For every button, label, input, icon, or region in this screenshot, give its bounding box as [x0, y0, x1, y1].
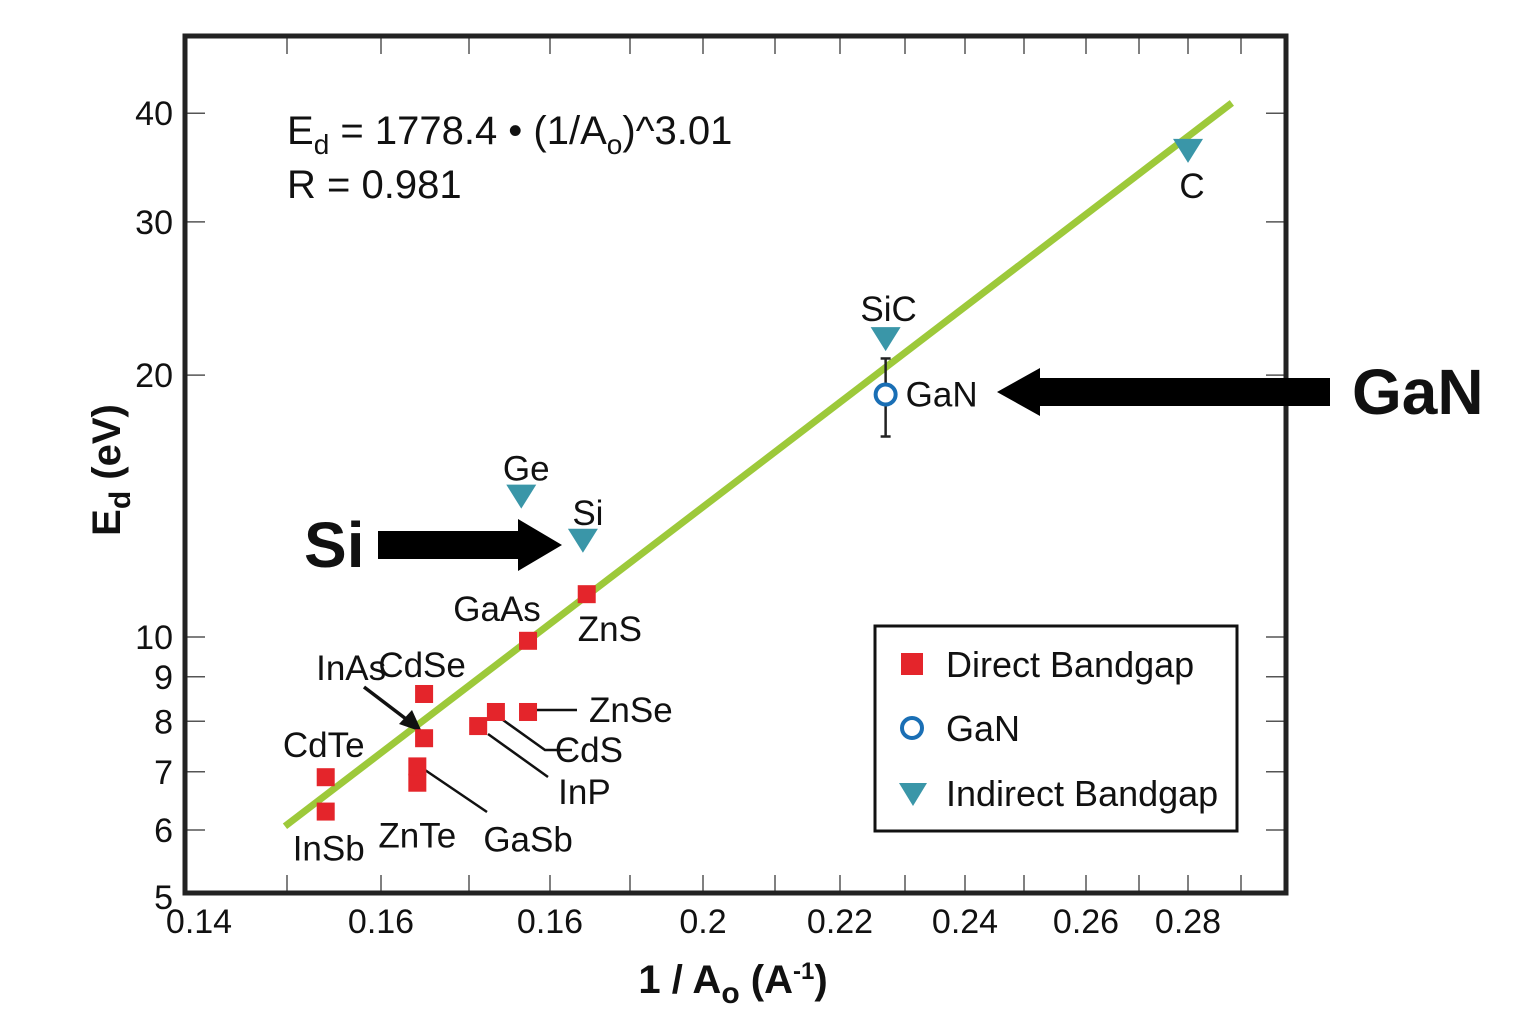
si-callout-label: Si [304, 509, 364, 581]
x-tick-label: 0.28 [1155, 903, 1221, 941]
square-marker [469, 717, 488, 736]
x-tick-label: 0.24 [932, 903, 998, 941]
fit-line-group [282, 100, 1234, 830]
leader-line [424, 768, 488, 814]
x-tick-label: 0.2 [679, 903, 726, 941]
point-cdte: CdTe [283, 726, 365, 787]
point-cdse: CdSe [378, 646, 466, 703]
gan-callout-arrow [997, 368, 1330, 416]
point-inas: InAs [316, 649, 434, 748]
point-znte: ZnTe [378, 773, 456, 856]
point-label: CdSe [378, 646, 466, 685]
y-tick-label: 8 [154, 703, 173, 741]
legend-triangle-marker [899, 783, 927, 806]
triangle-marker [870, 327, 901, 352]
y-tick-label: 10 [135, 619, 173, 657]
y-tick-labels: 40 30 20 109 8 7 6 5 [135, 95, 173, 917]
y-tick-label: 20 [135, 357, 173, 395]
inas-arrow-line [362, 685, 412, 724]
square-marker [408, 773, 427, 792]
x-tick-label: 0.14 [166, 903, 232, 941]
si-callout-arrow [378, 519, 562, 571]
square-marker [519, 702, 538, 721]
point-label: C [1179, 167, 1204, 206]
square-marker [577, 585, 596, 604]
square-marker [415, 729, 434, 748]
plot-frame [182, 33, 1289, 896]
point-label: InP [558, 773, 611, 812]
square-marker [486, 702, 505, 721]
x-tick-label: 0.16 [348, 903, 414, 941]
legend-circle-marker [900, 716, 924, 740]
axis-ticks [185, 36, 1286, 893]
legend-box [873, 624, 1239, 833]
point-label: GaSb [483, 820, 572, 859]
point-label: SiC [860, 290, 916, 329]
point-label: Si [572, 494, 603, 533]
point-gasb: GaSb [408, 757, 573, 859]
point-label: CdTe [283, 726, 365, 765]
point-ge: Ge [503, 450, 550, 509]
si-callout: Si [304, 509, 562, 581]
y-axis-label: Ed (eV) [85, 404, 137, 536]
point-label: ZnSe [589, 691, 673, 730]
triangle-marker [506, 484, 537, 509]
circle-marker [873, 382, 898, 407]
x-tick-labels: 0.14 0.16 0.16 0.2 0.22 0.24 0.26 0.28 [166, 903, 1221, 941]
y-tick-label: 7 [154, 754, 173, 792]
leader-line [502, 718, 572, 752]
legend: Direct Bandgap GaN Indirect Bandgap [873, 624, 1239, 833]
point-label: ZnS [578, 610, 642, 649]
point-label: Ge [503, 450, 550, 489]
point-c: C [1173, 138, 1205, 206]
point-insb: InSb [293, 802, 365, 869]
square-marker [316, 768, 335, 787]
point-label: InAs [316, 649, 386, 688]
point-gan: GaN [873, 357, 978, 438]
r-value: R = 0.981 [287, 163, 462, 207]
legend-label-gan: GaN [946, 708, 1020, 749]
x-axis-label: 1 / Ao (A-1) [638, 958, 827, 1010]
y-tick-label: 5 [154, 879, 173, 917]
point-zns: ZnS [577, 585, 642, 649]
point-cds: CdS [486, 702, 623, 770]
point-label: CdS [555, 731, 623, 770]
point-gaas: GaAs [453, 590, 541, 650]
y-tick-label: 40 [135, 95, 173, 133]
y-tick-label: 30 [135, 204, 173, 242]
legend-square-marker [901, 653, 923, 675]
inas-arrow-head [399, 710, 422, 732]
x-tick-label: 0.22 [807, 903, 873, 941]
x-tick-label: 0.16 [517, 903, 583, 941]
x-tick-label: 0.26 [1053, 903, 1119, 941]
leader-line [487, 732, 549, 779]
point-label: InSb [293, 830, 365, 869]
point-label: ZnTe [378, 817, 456, 856]
y-tick-label: 9 [154, 659, 173, 697]
fit-line [282, 100, 1234, 830]
triangle-marker [567, 528, 598, 553]
point-inp: InP [469, 717, 611, 812]
point-label: GaN [906, 375, 978, 414]
leader-lines [362, 685, 577, 814]
fit-equation: Ed = 1778.4 • (1/Ao)^3.01 [287, 109, 732, 160]
point-znse: ZnSe [519, 691, 673, 730]
point-sic: SiC [860, 290, 917, 352]
point-label: GaAs [453, 590, 541, 629]
gan-callout: GaN [997, 356, 1484, 428]
legend-label-direct: Direct Bandgap [946, 644, 1194, 685]
gan-callout-label: GaN [1352, 356, 1484, 428]
square-marker [415, 684, 434, 703]
square-marker [408, 757, 427, 776]
legend-label-indirect: Indirect Bandgap [946, 773, 1218, 814]
square-marker [316, 802, 335, 821]
point-si: Si [567, 494, 603, 553]
square-marker [519, 631, 538, 650]
y-tick-label: 6 [154, 812, 173, 850]
triangle-marker [1173, 138, 1203, 163]
